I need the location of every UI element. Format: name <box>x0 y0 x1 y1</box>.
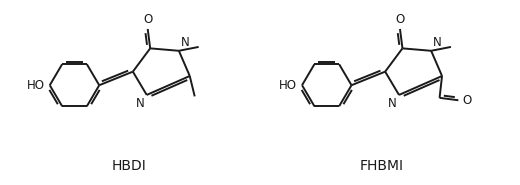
Text: N: N <box>181 36 190 49</box>
Text: HBDI: HBDI <box>112 159 146 174</box>
Text: O: O <box>462 94 472 107</box>
Text: N: N <box>388 97 397 110</box>
Text: O: O <box>143 13 152 26</box>
Text: N: N <box>433 36 442 49</box>
Text: FHBMI: FHBMI <box>359 159 403 174</box>
Text: HO: HO <box>27 79 45 92</box>
Text: O: O <box>395 13 405 26</box>
Text: N: N <box>136 97 145 110</box>
Text: HO: HO <box>279 79 297 92</box>
